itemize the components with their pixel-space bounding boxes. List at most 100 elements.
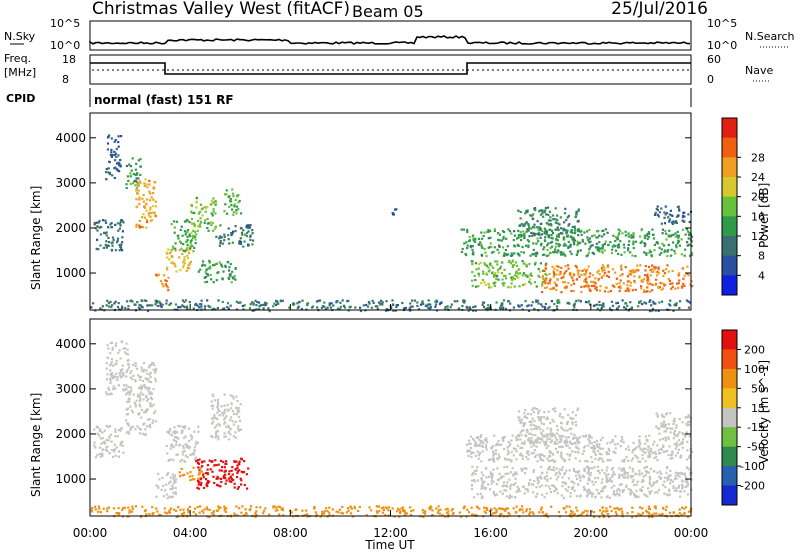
scatter-cell: [614, 271, 617, 274]
scatter-cell: [579, 300, 582, 303]
scatter-cell: [598, 300, 601, 304]
scatter-cell: [639, 513, 642, 516]
scatter-cell: [368, 506, 371, 509]
scatter-cell: [594, 277, 597, 280]
nsky-tick-high: 10^5: [50, 17, 80, 30]
scatter-cell: [681, 472, 684, 476]
scatter-cell: [648, 434, 651, 437]
scatter-cell: [219, 485, 222, 488]
scatter-cell: [555, 467, 558, 470]
scatter-cell: [375, 505, 378, 508]
scatter-cell: [492, 491, 495, 494]
scatter-cell: [166, 473, 169, 477]
scatter-cell: [154, 200, 157, 203]
scatter-cell: [530, 445, 533, 448]
scatter-cell: [204, 270, 207, 273]
scatter-cell: [134, 184, 137, 187]
colorbar-tick-label: -200: [740, 480, 765, 493]
scatter-cell: [578, 495, 581, 498]
scatter-cell: [544, 484, 547, 487]
scatter-cell: [672, 485, 675, 488]
scatter-cell: [428, 308, 431, 311]
scatter-cell: [678, 475, 681, 478]
scatter-cell: [587, 444, 590, 447]
scatter-cell: [118, 512, 121, 515]
scatter-cell: [543, 227, 546, 230]
scatter-cell: [653, 266, 656, 269]
scatter-cell: [588, 288, 591, 291]
scatter-cell: [247, 467, 250, 470]
scatter-cell: [214, 426, 217, 429]
scatter-cell: [508, 444, 511, 447]
scatter-cell: [552, 270, 555, 273]
scatter-cell: [217, 435, 220, 438]
scatter-cell: [131, 157, 134, 160]
scatter-cell: [515, 458, 518, 461]
scatter-cell: [642, 447, 645, 450]
scatter-cell: [556, 428, 559, 432]
scatter-cell: [404, 306, 407, 309]
scatter-cell: [588, 490, 592, 493]
scatter-cell: [154, 303, 157, 306]
scatter-cell: [549, 459, 553, 462]
scatter-cell: [685, 299, 688, 302]
scatter-cell: [618, 508, 621, 511]
scatter-cell: [646, 273, 649, 276]
scatter-cell: [577, 209, 580, 213]
scatter-cell: [520, 442, 523, 445]
scatter-cell: [122, 221, 125, 224]
scatter-cell: [206, 468, 209, 471]
scatter-cell: [614, 239, 617, 243]
scatter-cell: [556, 226, 559, 229]
scatter-cell: [611, 440, 614, 443]
scatter-cell: [150, 405, 153, 408]
scatter-cell: [526, 228, 529, 231]
scatter-cell: [560, 266, 563, 269]
scatter-cell: [601, 487, 604, 490]
scatter-cell: [643, 466, 646, 470]
scatter-cell: [528, 513, 531, 516]
scatter-cell: [99, 511, 102, 514]
scatter-cell: [202, 473, 205, 476]
scatter-cell: [571, 238, 574, 241]
scatter-cell: [672, 241, 675, 244]
scatter-cell: [189, 260, 192, 263]
scatter-cell: [653, 268, 656, 271]
scatter-cell: [533, 223, 536, 226]
scatter-cell: [495, 444, 498, 447]
scatter-cell: [228, 438, 231, 441]
scatter-cell: [496, 268, 500, 271]
scatter-cell: [499, 304, 503, 307]
scatter-cell: [530, 282, 533, 285]
scatter-cell: [518, 224, 521, 227]
scatter-cell: [561, 445, 564, 448]
scatter-cell: [306, 302, 310, 305]
scatter-cell: [621, 459, 624, 462]
scatter-cell: [522, 429, 525, 432]
scatter-cell: [648, 290, 652, 293]
scatter-cell: [349, 506, 352, 509]
scatter-cell: [370, 306, 373, 309]
scatter-cell: [492, 492, 495, 495]
scatter-cell: [290, 511, 293, 514]
scatter-cell: [676, 451, 679, 454]
scatter-cell: [217, 271, 220, 274]
scatter-cell: [540, 437, 543, 440]
scatter-cell: [221, 465, 224, 469]
scatter-cell: [162, 274, 166, 277]
scatter-cell: [678, 279, 681, 282]
scatter-cell: [483, 281, 486, 284]
scatter-cell: [216, 475, 219, 478]
scatter-cell: [495, 508, 498, 511]
scatter-cell: [193, 230, 197, 233]
scatter-cell: [212, 420, 215, 423]
scatter-cell: [484, 283, 487, 286]
scatter-cell: [573, 229, 577, 232]
scatter-cell: [506, 481, 509, 484]
scatter-cell: [113, 140, 116, 143]
scatter-cell: [227, 307, 230, 310]
scatter-cell: [464, 252, 467, 256]
scatter-cell: [614, 435, 617, 438]
scatter-cell: [605, 507, 608, 510]
scatter-cell: [198, 306, 201, 309]
